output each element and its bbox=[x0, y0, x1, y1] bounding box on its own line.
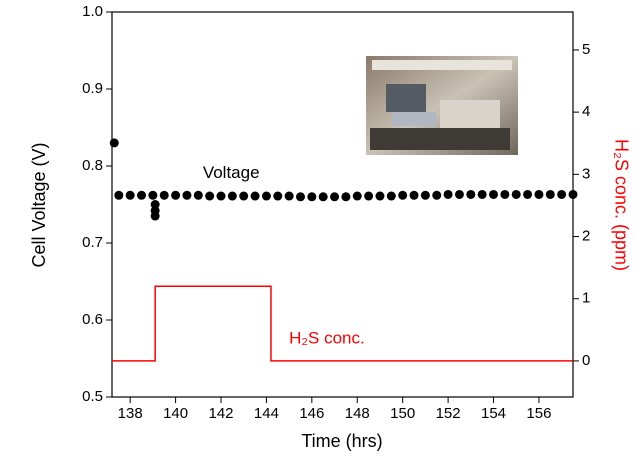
y-tick-label: 1.0 bbox=[82, 3, 103, 20]
x-tick-label: 154 bbox=[481, 405, 506, 422]
annotation: H₂S conc. bbox=[289, 329, 365, 348]
data-point bbox=[239, 191, 249, 201]
y2-tick-label: 0 bbox=[582, 352, 590, 369]
data-point bbox=[500, 189, 510, 199]
data-point bbox=[150, 200, 160, 209]
data-point bbox=[227, 191, 237, 201]
data-point bbox=[398, 190, 408, 200]
data-point bbox=[193, 190, 203, 200]
data-point bbox=[409, 190, 419, 200]
data-point bbox=[489, 189, 499, 199]
data-point bbox=[511, 189, 521, 199]
y2-axis-title: H₂S conc. (ppm) bbox=[611, 139, 631, 271]
data-point bbox=[568, 189, 578, 199]
x-tick-label: 148 bbox=[345, 405, 370, 422]
data-point bbox=[454, 189, 464, 199]
data-point bbox=[284, 191, 294, 201]
y2-tick-label: 1 bbox=[582, 290, 590, 307]
data-point bbox=[182, 190, 192, 200]
data-point bbox=[443, 189, 453, 199]
x-tick-label: 156 bbox=[526, 405, 551, 422]
data-point bbox=[216, 191, 226, 201]
data-point bbox=[171, 190, 181, 200]
data-point bbox=[341, 192, 351, 202]
data-point bbox=[534, 189, 544, 199]
y2-tick-label: 3 bbox=[582, 165, 590, 182]
data-point bbox=[150, 206, 160, 216]
y2-tick-label: 5 bbox=[582, 41, 590, 58]
data-point bbox=[557, 189, 567, 199]
y2-tick-label: 2 bbox=[582, 228, 590, 245]
y2-tick-label: 4 bbox=[582, 103, 590, 120]
y-tick-label: 0.8 bbox=[82, 157, 103, 174]
y-tick-label: 0.5 bbox=[82, 388, 103, 405]
data-point bbox=[466, 189, 476, 199]
data-point bbox=[432, 190, 442, 200]
data-point bbox=[375, 191, 385, 201]
data-point bbox=[545, 189, 555, 199]
data-point bbox=[148, 190, 158, 200]
series-line bbox=[112, 285, 573, 362]
data-point bbox=[114, 190, 124, 200]
data-point bbox=[261, 191, 271, 201]
inset-photo bbox=[366, 56, 518, 155]
x-tick-label: 140 bbox=[163, 405, 188, 422]
data-point bbox=[307, 192, 317, 202]
data-point bbox=[125, 190, 135, 200]
data-point bbox=[386, 191, 396, 201]
data-point bbox=[364, 191, 374, 201]
data-point bbox=[330, 192, 340, 202]
data-point bbox=[273, 191, 283, 201]
y-tick-label: 0.9 bbox=[82, 80, 103, 97]
x-tick-label: 150 bbox=[390, 405, 415, 422]
plot-frame bbox=[111, 11, 574, 398]
data-point bbox=[352, 191, 362, 201]
annotation: Voltage bbox=[203, 163, 260, 182]
x-tick-label: 142 bbox=[208, 405, 233, 422]
data-point bbox=[109, 138, 119, 148]
y-axis-title: Cell Voltage (V) bbox=[29, 142, 49, 267]
y-tick-label: 0.7 bbox=[82, 234, 103, 251]
y-tick-label: 0.6 bbox=[82, 311, 103, 328]
x-tick-label: 138 bbox=[118, 405, 143, 422]
data-point bbox=[159, 190, 169, 200]
x-tick-label: 144 bbox=[254, 405, 279, 422]
data-point bbox=[420, 190, 430, 200]
data-point bbox=[250, 191, 260, 201]
x-tick-label: 146 bbox=[299, 405, 324, 422]
data-point bbox=[477, 189, 487, 199]
data-point bbox=[295, 192, 305, 202]
data-point bbox=[137, 190, 147, 200]
data-point bbox=[523, 189, 533, 199]
data-point bbox=[205, 191, 215, 201]
x-axis-title: Time (hrs) bbox=[301, 431, 382, 451]
x-tick-label: 152 bbox=[436, 405, 461, 422]
data-point bbox=[318, 192, 328, 202]
